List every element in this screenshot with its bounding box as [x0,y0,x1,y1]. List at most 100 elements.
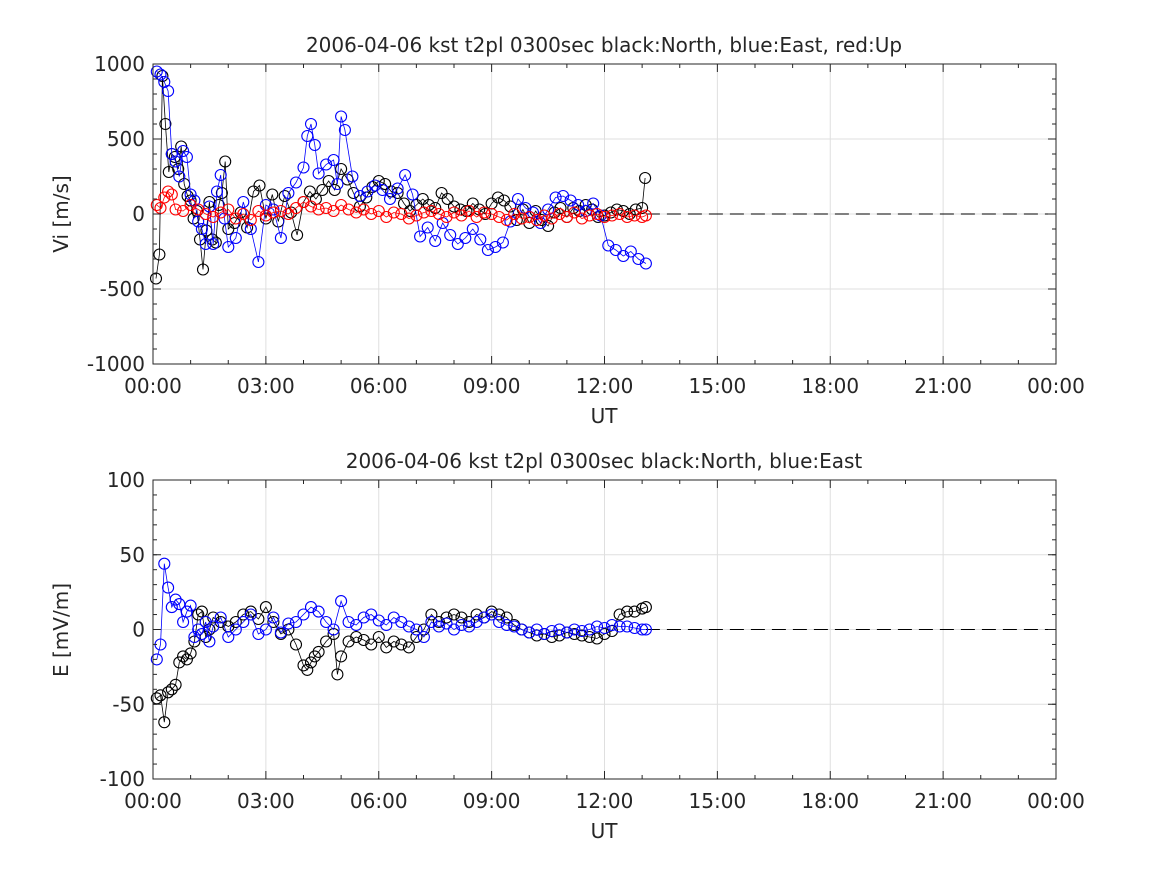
data-point-up [432,207,445,221]
x-tick-label: 21:00 [914,374,972,398]
data-point-north [629,203,642,216]
data-point-east [259,623,272,636]
data-point-east [162,581,175,594]
data-point-up [169,203,182,216]
data-point-north [159,117,172,131]
data-point-east [368,179,382,192]
data-point-north [195,605,208,618]
data-point-north [259,212,272,225]
data-point-east [207,237,220,251]
y-tick-label: 100 [107,468,145,492]
data-point-east [297,608,310,621]
data-point-north [165,683,178,696]
plot-area: 00:00 03:00 06:00 09:00 12:00 15:00 18:00 21:00… [87,52,1085,398]
data-point-up [553,207,566,221]
data-point-north [568,627,581,641]
data-point-east [485,608,498,621]
data-point-east [173,170,186,183]
data-point-east [199,615,212,629]
data-point-east [459,231,472,245]
data-point-east [609,243,622,257]
electric-field-panel: 2006-04-06 kst t2pl 0300sec black:North,… [49,449,1085,843]
data-point-east [624,245,637,258]
data-point-up [320,201,333,215]
data-point-up [312,203,325,216]
data-point-north [168,150,181,164]
data-point-north [395,638,408,651]
data-point-north [219,155,232,168]
data-point-east [308,138,321,152]
data-point-east [383,192,397,206]
data-point-east [210,185,224,198]
data-point-east [267,611,280,624]
data-point-north [291,228,304,242]
data-point-up [282,207,295,221]
data-point-east [320,158,333,171]
data-point-up [417,206,430,219]
data-point-east [549,191,562,204]
data-point-north [153,248,166,261]
data-point-east [410,623,423,636]
data-point-east [301,129,314,143]
data-point-up [350,206,363,219]
data-point-east [568,623,581,636]
data-point-east [252,255,265,269]
data-point-north [357,633,370,647]
data-point-east [440,617,453,630]
data-point-east [613,620,626,633]
data-point-north [530,629,543,642]
data-point-up [297,195,310,209]
data-point-up [357,203,370,216]
data-point-east [207,620,220,633]
data-point-up [575,212,588,225]
data-point-north [466,197,479,210]
data-point-east [444,228,457,242]
data-point-east [214,611,227,624]
data-point-north [222,222,235,236]
data-point-up [590,207,604,221]
y-tick-label: 0 [132,202,145,226]
data-point-east [165,601,178,614]
data-point-east [380,618,393,632]
data-point-up [583,209,596,222]
data-point-up [387,206,400,219]
data-point-north [590,632,604,645]
data-point-east [432,620,445,633]
data-point-up [335,198,348,212]
data-point-east [496,236,509,249]
data-point-up [380,210,393,224]
series-line-east [156,563,646,660]
data-point-up [192,203,205,216]
data-point-east [466,222,479,236]
data-point-east [162,84,175,98]
data-point-east [489,240,502,254]
data-point-north [410,630,423,644]
data-point-up [515,212,528,225]
data-point-north [350,630,363,644]
data-point-up [372,204,385,218]
x-axis-label: UT [591,819,619,843]
data-point-east [425,615,438,629]
y-tick-label: 1000 [94,52,145,76]
data-point-north [545,630,558,644]
data-point-up [463,204,476,218]
data-point-north [575,629,588,642]
data-point-east [222,240,235,254]
x-tick-label: 06:00 [350,374,408,398]
data-point-north [162,686,175,699]
data-point-up [327,204,340,218]
series-north [150,601,652,729]
data-point-up [447,206,461,219]
data-point-north [312,645,325,658]
data-point-east [331,177,344,191]
data-point-east [237,195,250,209]
data-point-up [252,204,265,218]
data-point-north [259,601,272,614]
data-point-east [180,605,193,618]
y-tick-label: -500 [100,277,145,301]
data-point-east [165,147,178,161]
data-point-east [229,231,242,245]
data-point-east [478,611,491,624]
x-tick-label: 18:00 [801,789,859,813]
data-point-east [342,615,355,629]
